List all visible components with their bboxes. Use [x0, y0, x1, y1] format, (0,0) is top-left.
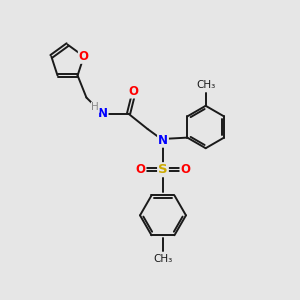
- Text: H: H: [92, 102, 99, 112]
- Text: N: N: [98, 107, 108, 120]
- Text: S: S: [158, 163, 168, 176]
- Text: O: O: [129, 85, 139, 98]
- Text: CH₃: CH₃: [153, 254, 172, 264]
- Text: O: O: [135, 163, 145, 176]
- Text: CH₃: CH₃: [196, 80, 215, 90]
- Text: O: O: [181, 163, 191, 176]
- Text: O: O: [79, 50, 89, 63]
- Text: N: N: [158, 134, 168, 147]
